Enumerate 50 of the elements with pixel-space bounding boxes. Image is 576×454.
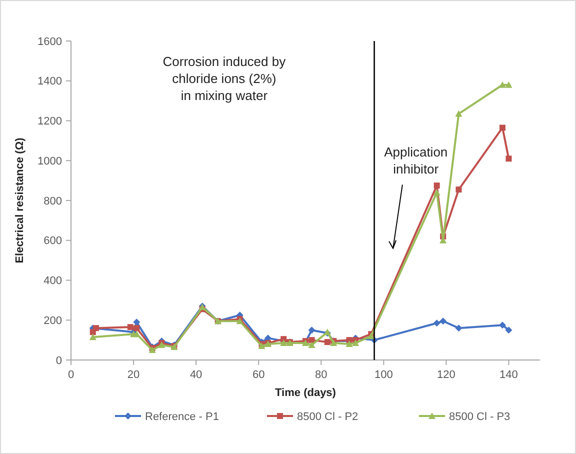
legend-label: 8500 Cl - P3 xyxy=(449,410,510,423)
point xyxy=(505,81,512,88)
point xyxy=(498,81,506,88)
y-tick-label: 200 xyxy=(44,314,62,327)
x-tick-label: 60 xyxy=(252,369,265,381)
legend-label: 8500 Cl - P2 xyxy=(297,410,358,423)
point xyxy=(499,124,506,131)
annotation: Corrosion induced by chloride ions (2%) in mixing water xyxy=(162,54,286,103)
point xyxy=(127,324,134,330)
point xyxy=(456,186,462,193)
y-tick-label: 400 xyxy=(44,275,62,288)
point xyxy=(455,110,462,117)
point xyxy=(506,156,512,162)
point xyxy=(133,318,140,326)
point xyxy=(134,325,140,332)
x-tick-label: 0 xyxy=(68,369,74,381)
point xyxy=(455,324,462,332)
point xyxy=(346,340,353,348)
point xyxy=(308,326,316,334)
legend-label: Reference - P1 xyxy=(145,410,219,423)
y-tick-label: 0 xyxy=(56,354,62,367)
point xyxy=(308,342,316,348)
point xyxy=(352,340,360,346)
point xyxy=(433,320,440,327)
point xyxy=(505,326,512,334)
point xyxy=(133,330,140,338)
point xyxy=(280,336,287,342)
y-tick-label: 1400 xyxy=(38,76,62,88)
x-tick-label: 40 xyxy=(190,369,202,381)
y-tick-label: 1000 xyxy=(38,155,62,168)
y-tick-label: 600 xyxy=(44,235,62,248)
x-tick-label: 140 xyxy=(500,369,518,381)
x-tick-label: 100 xyxy=(374,369,393,381)
x-axis-title: Time (days) xyxy=(275,387,336,399)
point xyxy=(308,337,315,344)
y-axis-title: Electrical resistance (Ω) xyxy=(14,137,26,264)
x-tick-label: 120 xyxy=(437,369,456,381)
annotation: Application inhibitor xyxy=(384,144,448,177)
point xyxy=(434,182,440,189)
point xyxy=(93,325,100,332)
point xyxy=(440,318,447,325)
x-tick-label: 80 xyxy=(315,369,328,381)
point xyxy=(498,322,506,329)
point xyxy=(433,189,440,196)
y-tick-label: 1600 xyxy=(38,36,62,48)
y-tick-label: 1200 xyxy=(38,116,62,128)
point xyxy=(324,339,330,346)
point xyxy=(89,334,96,340)
y-tick-label: 800 xyxy=(44,195,62,208)
x-tick-label: 20 xyxy=(127,369,140,381)
